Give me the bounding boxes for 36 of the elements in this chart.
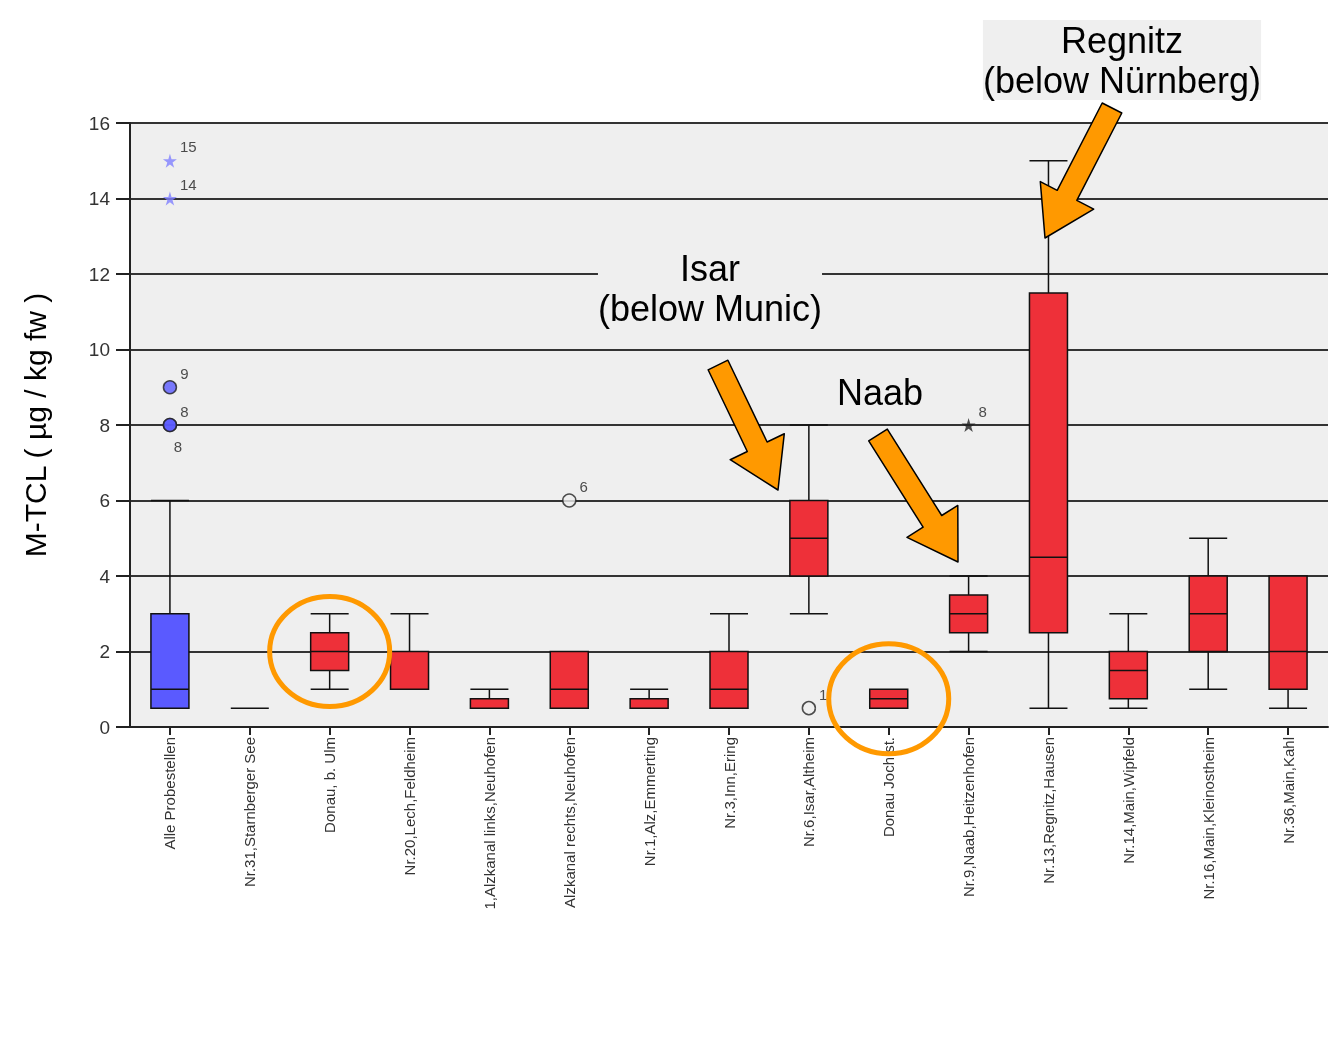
x-tick-label: Alle Probestellen — [161, 737, 179, 850]
annotation: Naab — [836, 371, 924, 413]
data-label: 8 — [173, 438, 183, 456]
x-tick-label: Donau Joch.st. — [880, 737, 898, 838]
x-tick-label: Nr.36,Main,Kahl — [1279, 737, 1297, 844]
y-tick-label: 14 — [88, 188, 111, 209]
x-tick-label: Nr.1,Alz,Emmerting — [640, 737, 658, 867]
y-tick-label: 8 — [99, 414, 110, 436]
x-tick-label: Donau, b. Ulm — [321, 737, 339, 833]
y-tick-label: 2 — [99, 641, 110, 662]
y-tick-label: 12 — [88, 263, 110, 285]
y-tick-label: 4 — [99, 565, 111, 587]
x-tick-label: Nr.6,Isar,Altheim — [800, 737, 818, 848]
y-tick-label: 10 — [88, 339, 110, 360]
data-label: 1 — [819, 685, 828, 703]
y-tick-label: 6 — [99, 490, 110, 511]
x-tick-label: Nr.13,Regnitz,Hausen — [1039, 737, 1057, 884]
y-tick-label: 0 — [99, 716, 110, 738]
data-label: 8 — [978, 402, 987, 420]
x-tick-label: 1,Alzkanal links,Neuhofen — [480, 737, 498, 910]
text: Regnitz (below Nürnberg) — [982, 19, 1262, 101]
x-tick-label: Alzkanal rechts,Neuhofen — [560, 737, 578, 908]
x-tick-label: Nr.14,Main,Wipfeld — [1119, 737, 1137, 864]
y-tick-label: 16 — [88, 112, 110, 134]
data-label: 15 — [179, 138, 197, 156]
annotation: Isar (below Munic) — [597, 247, 823, 329]
x-tick-label: Nr.16,Main,Kleinostheim — [1199, 737, 1217, 900]
data-label: 14 — [179, 176, 197, 193]
data-label: 8 — [180, 402, 189, 420]
x-tick-label: Nr.9,Naab,Heitzenhofen — [960, 737, 978, 898]
data-label: 6 — [579, 478, 588, 495]
data-label: 9 — [180, 364, 189, 382]
x-tick-label: Nr.3,Inn,Ering — [720, 737, 738, 829]
x-tick-label: Nr.31,Starnberger See — [241, 737, 259, 888]
x-tick-label: Nr.20,Lech,Feldheim — [401, 737, 419, 876]
y-axis-title: M-TCL ( µg / kg fw ) — [18, 292, 52, 558]
